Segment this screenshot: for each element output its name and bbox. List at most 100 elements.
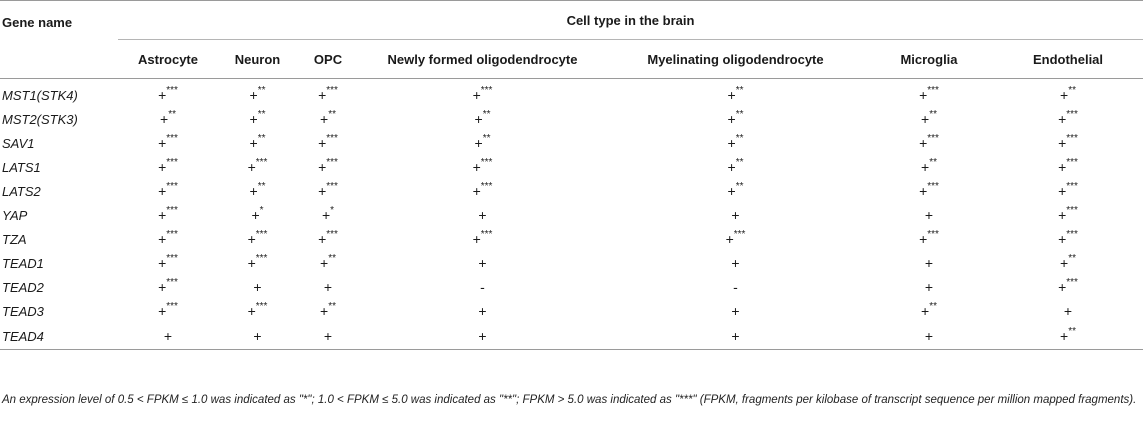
expression-cell: +**	[606, 107, 865, 131]
expression-cell: +	[118, 323, 218, 350]
expression-symbol: +	[921, 111, 930, 127]
expression-cell: +**	[359, 107, 606, 131]
expression-symbol: +	[472, 231, 481, 247]
expression-stars: ***	[255, 157, 268, 168]
expression-cell: +***	[993, 131, 1143, 155]
table-row: MST1(STK4) +*** +** +*** +*** +** +*** +**	[0, 79, 1143, 108]
table-row: TEAD4 + + + + + + +**	[0, 323, 1143, 350]
expression-cell: +***	[118, 227, 218, 251]
expression-symbol: +	[158, 159, 167, 175]
gene-name-cell: TZA	[2, 231, 27, 247]
expression-stars: ***	[480, 85, 493, 96]
gene-name-cell: LATS1	[2, 159, 41, 175]
expression-symbol: +	[478, 328, 487, 344]
expression-cell: +***	[218, 155, 297, 179]
gene-name-cell: MST1(STK4)	[2, 87, 78, 103]
expression-symbol: +	[472, 159, 481, 175]
expression-symbol: +	[1063, 303, 1073, 319]
expression-stars: **	[257, 85, 266, 96]
expression-cell: +***	[297, 179, 359, 203]
expression-stars: **	[257, 109, 266, 120]
expression-cell: +***	[865, 179, 993, 203]
expression-stars: ***	[1066, 277, 1078, 288]
expression-stars: **	[1068, 253, 1076, 264]
expression-cell: +	[359, 203, 606, 227]
expression-cell: +***	[218, 299, 297, 323]
expression-cell: +	[218, 323, 297, 350]
table-footnote: An expression level of 0.5 < FPKM ≤ 1.0 …	[2, 394, 1137, 406]
expression-symbol: +	[1058, 111, 1067, 127]
expression-symbol: +	[474, 135, 483, 151]
header-row-columns: Astrocyte Neuron OPC Newly formed oligod…	[0, 39, 1143, 79]
expression-stars: ***	[927, 85, 939, 96]
expression-symbol: +	[253, 279, 262, 295]
expression-stars: ***	[1066, 109, 1078, 120]
expression-symbol: +	[921, 159, 930, 175]
expression-symbol: +	[318, 159, 327, 175]
expression-stars: **	[929, 109, 937, 120]
expression-stars: ***	[166, 181, 178, 192]
expression-symbol: +	[472, 87, 481, 103]
gene-name-cell: LATS2	[2, 183, 41, 199]
expression-cell: +***	[118, 299, 218, 323]
cell-type-group-header: Cell type in the brain	[118, 0, 1143, 40]
expression-symbol: +	[727, 135, 736, 151]
expression-cell: +***	[865, 79, 993, 108]
expression-stars: **	[328, 109, 336, 120]
expression-cell: +***	[118, 203, 218, 227]
expression-stars: **	[1068, 85, 1076, 96]
expression-cell: +***	[993, 179, 1143, 203]
gene-name-cell: TEAD3	[2, 303, 44, 319]
expression-cell: +	[606, 299, 865, 323]
expression-symbol: +	[251, 207, 260, 223]
expression-cell: +***	[993, 107, 1143, 131]
expression-stars: ***	[255, 229, 268, 240]
expression-symbol: +	[320, 111, 329, 127]
expression-symbol: +	[727, 111, 736, 127]
expression-symbol: +	[727, 87, 736, 103]
expression-stars: ***	[166, 229, 178, 240]
expression-symbol: +	[478, 303, 487, 319]
expression-symbol: +	[158, 183, 167, 199]
expression-symbol: +	[1060, 255, 1069, 271]
expression-cell: +	[359, 251, 606, 275]
expression-stars: ***	[1066, 181, 1078, 192]
expression-cell: +**	[218, 179, 297, 203]
expression-symbol: +	[924, 328, 934, 344]
expression-symbol: +	[919, 135, 928, 151]
expression-stars: ***	[1066, 157, 1078, 168]
expression-cell: +***	[359, 155, 606, 179]
expression-symbol: +	[1058, 159, 1067, 175]
column-header: Endothelial	[993, 39, 1143, 79]
table-row: LATS2 +*** +** +*** +*** +** +*** +***	[0, 179, 1143, 203]
expression-cell: +***	[297, 155, 359, 179]
expression-symbol: +	[247, 231, 256, 247]
expression-stars: ***	[166, 85, 178, 96]
expression-symbol: +	[921, 303, 930, 319]
expression-cell: +**	[218, 131, 297, 155]
expression-cell: +*	[297, 203, 359, 227]
expression-cell: +	[359, 299, 606, 323]
expression-stars: *	[330, 205, 335, 216]
expression-symbol: +	[725, 231, 734, 247]
expression-cell: +	[865, 251, 993, 275]
expression-stars: ***	[255, 253, 268, 264]
expression-cell: +**	[218, 107, 297, 131]
expression-symbol: +	[478, 207, 487, 223]
expression-cell: +**	[297, 299, 359, 323]
expression-stars: ***	[927, 133, 939, 144]
expression-stars: ***	[166, 133, 178, 144]
expression-cell: +***	[865, 227, 993, 251]
expression-stars: **	[735, 181, 744, 192]
expression-stars: ***	[326, 133, 338, 144]
expression-symbol: +	[1058, 231, 1067, 247]
expression-symbol: +	[1060, 328, 1069, 344]
column-header: Astrocyte	[118, 39, 218, 79]
expression-cell: +**	[606, 155, 865, 179]
expression-cell: +**	[359, 131, 606, 155]
expression-symbol: +	[472, 183, 481, 199]
gene-name-header: Gene name	[0, 0, 118, 79]
expression-cell: +	[218, 275, 297, 299]
expression-cell: +***	[297, 227, 359, 251]
expression-stars: **	[735, 85, 744, 96]
